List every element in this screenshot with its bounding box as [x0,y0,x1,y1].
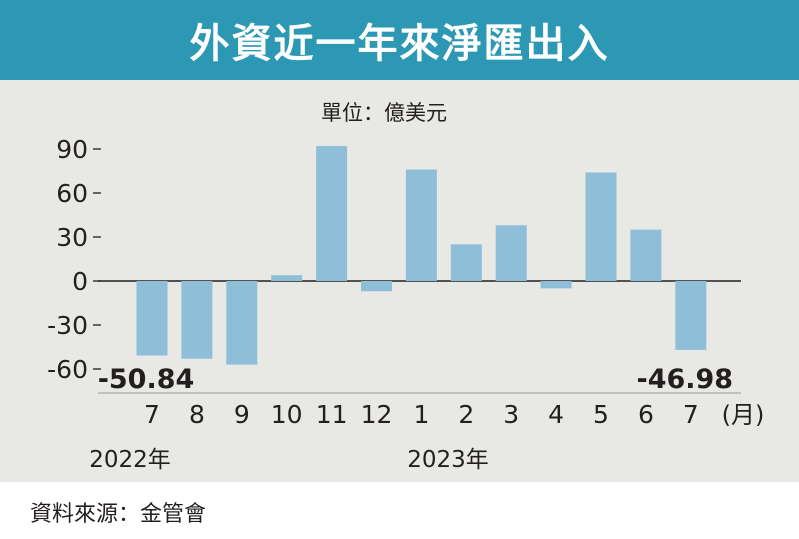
bar [540,281,572,289]
x-tick-label: 9 [234,400,250,429]
x-tick-label: 7 [683,400,699,429]
x-tick-label: 4 [548,400,564,429]
y-tick-label: 0 [72,267,88,296]
year-label-2022: 2022年 [89,447,171,473]
x-tick-label: 11 [316,400,348,429]
y-tick-label: -60 [47,355,88,384]
bar [585,172,617,281]
x-tick-label: 1 [413,400,429,429]
y-tick-label: -30 [47,311,88,340]
x-tick-label: 10 [271,400,303,429]
bar [226,281,258,365]
x-tick-label: 7 [144,400,160,429]
y-tick-label: 60 [56,179,88,208]
bar [450,244,482,281]
bar [136,281,168,356]
source-note: 資料來源：金管會 [30,502,207,527]
bar [316,146,348,281]
bars-group [136,146,707,365]
bar [361,281,392,292]
month-unit-label: (月) [722,401,765,429]
x-tick-label: 12 [361,400,393,429]
y-tick-label: 90 [56,135,88,164]
chart-title: 外資近一年來淨匯出入 [189,21,610,67]
y-axis: 90 60 30 0 -30 -60 [47,135,101,384]
x-tick-label: 6 [638,400,654,429]
unit-label: 單位：億美元 [321,101,447,125]
data-labels: -50.84 -46.98 [98,364,733,395]
chart-area: 單位：億美元 90 60 30 0 -30 -60 7 8 9 10 11 12 1 2 3 4 5 6 7 (月… [0,80,799,482]
bar [405,169,437,281]
x-axis-labels: 7 8 9 10 11 12 1 2 3 4 5 6 7 [144,400,699,429]
footer: 資料來源：金管會 [0,482,799,539]
data-label: -50.84 [98,364,195,395]
x-tick-label: 3 [503,400,519,429]
bar [675,281,707,350]
x-tick-label: 5 [593,400,609,429]
bar [495,225,527,281]
x-tick-label: 8 [189,400,205,429]
year-label-2023: 2023年 [407,447,489,473]
bar [630,229,662,281]
data-label: -46.98 [636,364,733,395]
title-banner: 外資近一年來淨匯出入 [0,0,799,80]
y-tick-label: 30 [56,223,88,252]
bar [271,275,303,281]
bar [181,281,213,359]
x-tick-label: 2 [458,400,474,429]
